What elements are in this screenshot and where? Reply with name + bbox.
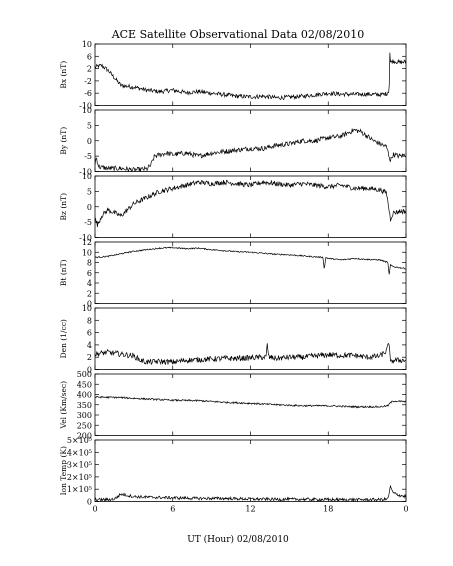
y-tick-label: 500	[77, 370, 92, 379]
y-axis-label: Den (1/cc)	[59, 319, 68, 358]
y-tick-label: 3×10⁵	[67, 461, 92, 470]
y-tick-label: -5	[84, 218, 92, 227]
y-tick-label: -6	[84, 89, 92, 98]
y-tick-label: 450	[77, 380, 92, 389]
x-tick-label: 18	[323, 505, 333, 514]
x-tick-label: 12	[245, 505, 255, 514]
y-tick-label: 1×10⁵	[67, 485, 92, 494]
y-tick-label: 0	[87, 137, 92, 146]
panel-frame	[94, 439, 407, 502]
y-tick-label: 5	[87, 121, 92, 130]
y-axis-label: Vel (Km/sec)	[59, 381, 68, 430]
y-tick-label: 4×10⁵	[67, 448, 92, 457]
panel-3: -10 -5 0 5 10 Bz (nT)	[59, 172, 407, 243]
series-trace	[94, 179, 407, 228]
y-axis-label: Ion Temp (K)	[59, 446, 68, 495]
y-tick-label: 0	[87, 498, 92, 507]
series-trace	[94, 52, 407, 101]
x-tick-label: 6	[170, 505, 175, 514]
y-tick-label: 5	[87, 187, 92, 196]
panels-group: -10 -6 -2 2 6 10 Bx (nT) -10 -5 0 5 10 By (nT) -10 -5 0…	[59, 40, 409, 514]
panel-2: -10 -5 0 5 10 By (nT)	[59, 106, 407, 177]
y-tick-label: 0	[87, 300, 92, 309]
y-tick-label: 2	[87, 353, 92, 362]
y-tick-label: 12	[82, 238, 92, 247]
y-tick-label: 2	[87, 289, 92, 298]
y-tick-label: 6	[87, 329, 92, 338]
y-tick-label: 6	[87, 52, 92, 61]
panel-frame	[94, 109, 407, 172]
series-trace	[94, 128, 407, 173]
y-axis-label: By (nT)	[59, 127, 68, 155]
y-tick-label: 10	[82, 40, 92, 49]
y-tick-label: 0	[87, 203, 92, 212]
x-tick-label: 0	[403, 505, 408, 514]
y-tick-label: 350	[77, 401, 92, 410]
series-trace	[94, 246, 407, 275]
y-tick-label: 4	[87, 341, 92, 350]
y-tick-label: 5×10⁵	[67, 436, 92, 445]
y-tick-label: 8	[87, 316, 92, 325]
x-tick-label: 0	[92, 505, 97, 514]
panel-5: 0 2 4 6 8 10 Den (1/cc)	[59, 304, 407, 375]
y-tick-label: -5	[84, 152, 92, 161]
chart-title: ACE Satellite Observational Data 02/08/2…	[111, 28, 365, 41]
series-trace	[94, 395, 407, 409]
series-trace	[94, 343, 407, 366]
y-tick-label: 10	[82, 106, 92, 115]
y-tick-label: 10	[82, 248, 92, 257]
panel-frame	[94, 373, 407, 436]
y-tick-label: 2	[87, 65, 92, 74]
x-axis-label: UT (Hour) 02/08/2010	[187, 534, 289, 545]
panel-1: -10 -6 -2 2 6 10 Bx (nT)	[59, 40, 407, 111]
y-tick-label: 4	[87, 279, 92, 288]
y-axis-label: Bz (nT)	[59, 193, 68, 221]
y-tick-label: -10	[79, 234, 92, 243]
y-tick-label: 6	[87, 269, 92, 278]
y-tick-label: 10	[82, 304, 92, 313]
y-axis-label: Bt (nT)	[59, 259, 68, 286]
y-tick-label: 8	[87, 259, 92, 268]
y-tick-label: 200	[77, 432, 92, 441]
y-tick-label: 2×10⁵	[67, 473, 92, 482]
y-tick-label: 0	[87, 366, 92, 375]
y-tick-label: -10	[79, 102, 92, 111]
y-tick-label: -10	[79, 168, 92, 177]
y-tick-label: 400	[77, 391, 92, 400]
y-tick-label: 250	[77, 421, 92, 430]
series-trace	[94, 485, 407, 503]
y-tick-label: 10	[82, 172, 92, 181]
y-axis-label: Bx (nT)	[59, 61, 68, 89]
y-tick-label: 300	[77, 411, 92, 420]
y-tick-label: -2	[84, 77, 92, 86]
